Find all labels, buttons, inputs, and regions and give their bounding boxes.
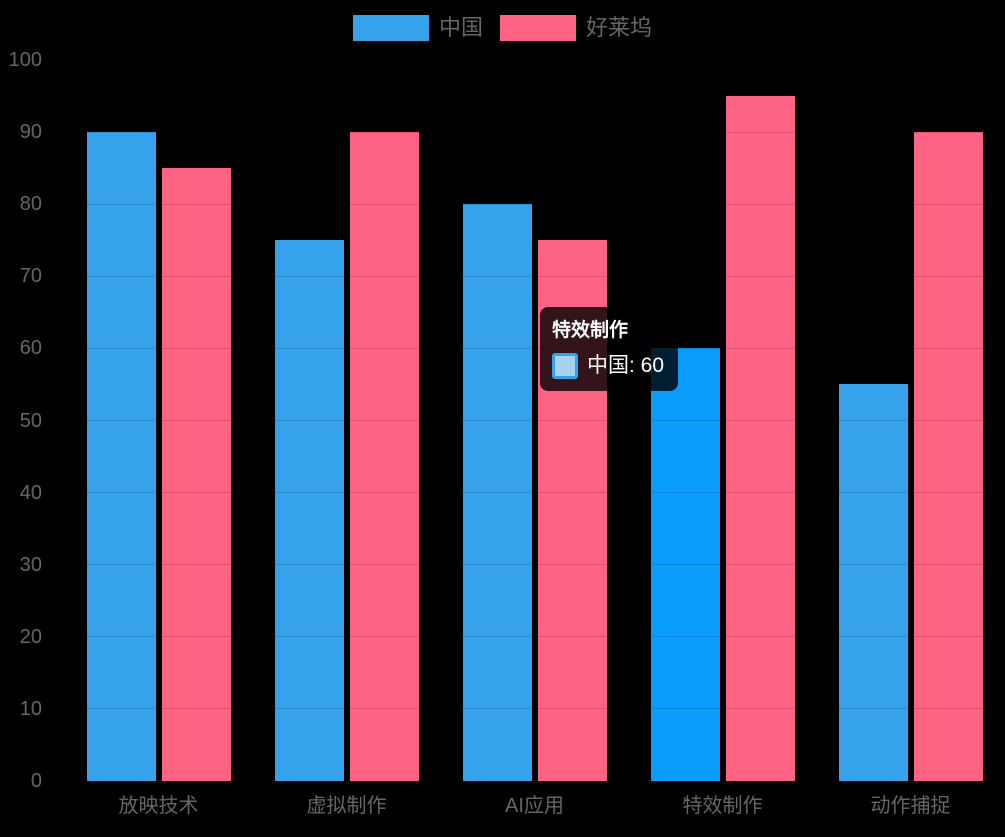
y-axis-tick-label: 70 [19,265,42,288]
gridline [52,347,1003,349]
gridline [52,275,1003,277]
legend-label: 好莱坞 [586,15,653,40]
x-axis-category-label: 虚拟制作 [306,795,387,817]
y-axis-tick-label: 10 [19,697,42,720]
y-axis-tick-label: 100 [8,49,42,71]
gridline [52,131,1003,133]
x-axis-category-label: 动作捕捉 [870,795,951,817]
bar-series0-cat2[interactable] [462,204,532,781]
tooltip-body-row: 中国: 60 [552,352,664,379]
bar-series0-cat0[interactable] [86,132,156,781]
y-axis-tick-label: 90 [19,121,42,144]
gridline [52,708,1003,710]
y-axis-tick-label: 50 [19,409,42,432]
x-axis-category-label: 特效制作 [682,795,763,817]
tooltip-series-swatch [552,352,578,379]
bar-series0-cat3-hovered[interactable] [650,348,720,781]
y-axis-tick-label: 20 [19,625,42,648]
bar-series1-cat3[interactable] [725,96,795,781]
gridline [52,564,1003,566]
x-axis-category-label: AI应用 [505,795,564,817]
y-axis-tick-label: 30 [19,553,42,576]
bar-series1-cat4[interactable] [913,132,983,781]
bar-series0-cat4[interactable] [838,384,908,781]
gridline [52,203,1003,205]
legend-item-0[interactable]: 中国 [352,15,483,41]
y-axis-tick-label: 0 [30,770,42,792]
y-axis-tick-label: 80 [19,193,42,216]
bar-series1-cat1[interactable] [349,132,419,781]
y-axis-tick-label: 60 [19,337,42,360]
gridline [52,636,1003,638]
legend-label: 中国 [438,15,483,40]
gridline [52,420,1003,421]
legend-swatch [352,15,429,41]
gridline [52,492,1003,494]
x-axis-category-label: 放映技术 [118,795,199,817]
bar-series0-cat1[interactable] [274,240,344,781]
legend-item-1[interactable]: 好莱坞 [500,15,652,41]
chart-tooltip: 特效制作 中国: 60 [540,307,679,391]
tooltip-value-text: 中国: 60 [587,354,665,377]
gridline [52,59,1003,61]
chart-legend: 中国 好莱坞 [0,15,1005,41]
tooltip-title: 特效制作 [552,320,629,341]
y-axis-tick-label: 40 [19,481,42,504]
legend-swatch [500,15,576,41]
bar-series1-cat0[interactable] [161,168,231,781]
